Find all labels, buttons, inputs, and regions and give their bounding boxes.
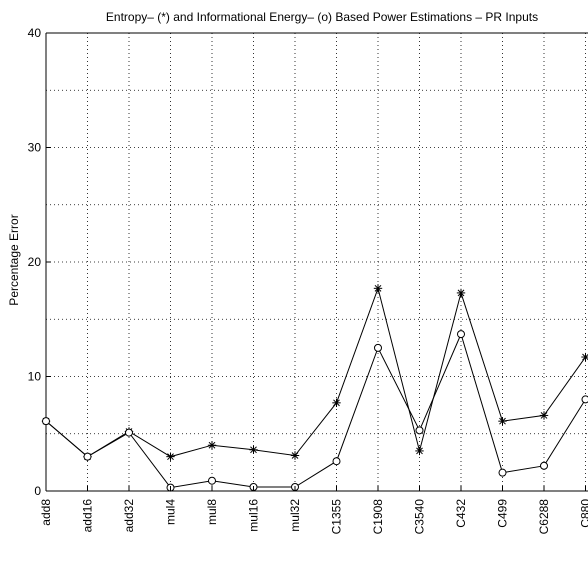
- grid-lines: [46, 33, 588, 491]
- y-tick-label: 40: [28, 26, 42, 40]
- circle-marker: [42, 417, 50, 426]
- circle-marker: [125, 428, 133, 437]
- x-tick-label: C880: [579, 499, 588, 528]
- x-tick-label: C6288: [537, 499, 551, 535]
- x-tick-label: C499: [496, 499, 510, 528]
- y-tick-label: 10: [28, 370, 42, 384]
- x-tick-label: mul16: [247, 499, 261, 532]
- x-tick-label: add16: [81, 499, 95, 533]
- x-tick-label: mul8: [205, 499, 219, 525]
- asterisk-marker: [166, 452, 175, 461]
- circle-marker: [332, 457, 341, 466]
- circle-marker: [457, 330, 465, 339]
- asterisk-marker: [290, 451, 300, 460]
- y-axis-ticks: 0 10 20 30 40: [28, 26, 51, 498]
- x-tick-label: mul4: [164, 499, 178, 525]
- asterisk-marker: [498, 416, 507, 426]
- asterisk-marker: [539, 411, 549, 420]
- x-tick-label: add8: [39, 499, 53, 526]
- asterisk-marker: [581, 352, 588, 362]
- series-layer: [41, 284, 588, 492]
- y-tick-label: 20: [28, 255, 42, 269]
- circle-marker: [415, 426, 424, 435]
- asterisk-marker: [249, 445, 258, 454]
- asterisk-marker: [332, 398, 341, 408]
- y-axis-label: Percentage Error: [7, 214, 21, 305]
- circle-marker: [540, 461, 548, 470]
- x-tick-label: C1355: [330, 499, 344, 535]
- asterisk-marker: [207, 441, 217, 450]
- x-tick-label: C1908: [371, 499, 385, 535]
- asterisk-marker: [373, 284, 383, 293]
- chart-title: Entropy– (*) and Informational Energy– (…: [106, 10, 538, 24]
- circle-marker: [581, 395, 588, 404]
- x-tick-label: C3540: [413, 499, 427, 535]
- asterisk-marker: [415, 446, 424, 456]
- x-tick-label: add32: [122, 499, 136, 533]
- circle-marker: [208, 476, 216, 485]
- series-circle-line: [45, 332, 586, 489]
- circle-marker: [374, 343, 382, 352]
- series-asterisk-line: [45, 286, 586, 458]
- y-tick-label: 30: [28, 141, 42, 155]
- y-tick-label: 0: [34, 484, 41, 498]
- x-tick-label: mul32: [288, 499, 302, 532]
- x-tick-label: C432: [454, 499, 468, 528]
- asterisk-marker: [456, 288, 466, 298]
- circle-marker: [83, 452, 92, 461]
- x-axis-ticks: add8 add16 add32 mul4 mul8 mul16 mul32 C1355 C19…: [39, 486, 588, 534]
- circle-marker: [498, 468, 507, 477]
